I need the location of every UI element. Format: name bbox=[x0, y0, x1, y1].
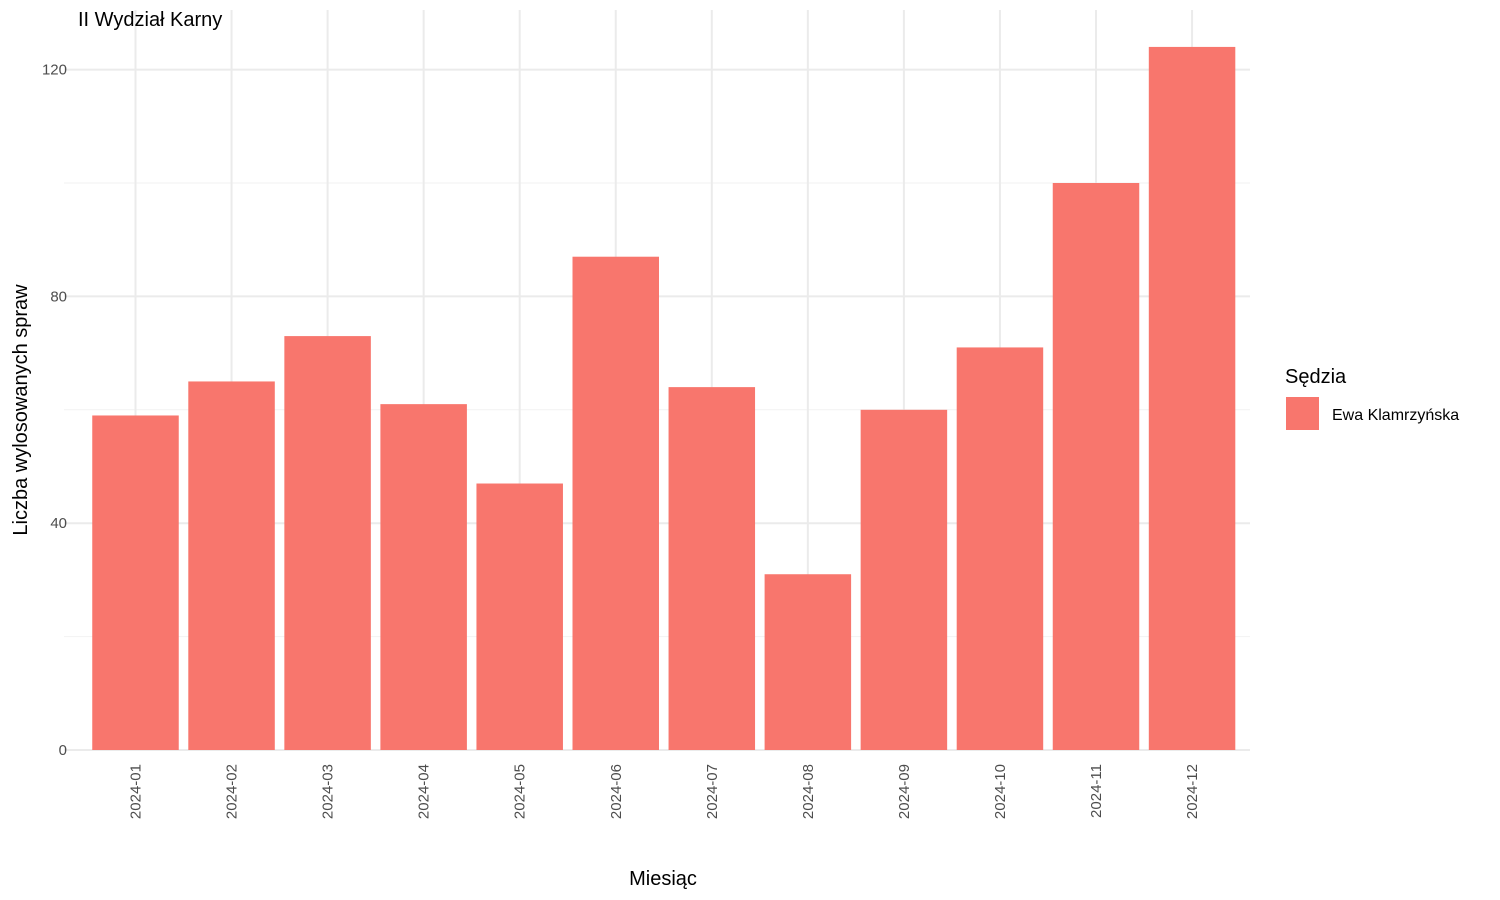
x-tick-label: 2024-01 bbox=[128, 764, 145, 819]
x-tick-label: 2024-11 bbox=[1088, 764, 1105, 818]
y-tick-label: 80 bbox=[50, 288, 67, 305]
bar bbox=[572, 256, 659, 750]
y-tick-label: 0 bbox=[59, 742, 67, 759]
y-tick-label: 120 bbox=[42, 62, 67, 79]
x-tick-label: 2024-08 bbox=[800, 764, 817, 819]
legend: Sędzia Ewa Klamrzyńska bbox=[1285, 366, 1459, 430]
bar bbox=[92, 415, 179, 750]
bar bbox=[188, 381, 275, 750]
legend-title: Sędzia bbox=[1285, 366, 1347, 388]
x-tick-label: 2024-03 bbox=[320, 764, 337, 819]
y-tick-label: 40 bbox=[50, 515, 67, 532]
bar bbox=[1148, 46, 1236, 751]
bar bbox=[764, 574, 852, 750]
x-tick-label: 2024-02 bbox=[224, 764, 241, 819]
bar bbox=[668, 387, 756, 750]
x-tick-label: 2024-04 bbox=[416, 764, 433, 819]
bar bbox=[284, 336, 371, 750]
bar bbox=[380, 404, 467, 750]
bar bbox=[860, 409, 948, 750]
x-tick-label: 2024-12 bbox=[1184, 764, 1201, 819]
bar bbox=[1052, 183, 1140, 750]
x-axis-title: Miesiąc bbox=[629, 868, 697, 890]
x-tick-label: 2024-06 bbox=[608, 764, 625, 819]
legend-label: Ewa Klamrzyńska bbox=[1332, 407, 1459, 424]
x-tick-label: 2024-10 bbox=[992, 764, 1009, 819]
chart-title: II Wydział Karny bbox=[78, 9, 222, 31]
bars bbox=[92, 46, 1236, 751]
x-tick-label: 2024-07 bbox=[704, 764, 721, 819]
bar bbox=[956, 347, 1044, 750]
legend-key bbox=[1286, 397, 1319, 430]
bar bbox=[476, 483, 563, 750]
x-tick-labels: 2024-01 2024-02 2024-03 2024-04 2024-05 2024-… bbox=[128, 764, 1202, 819]
x-tick-label: 2024-09 bbox=[896, 764, 913, 819]
y-axis-title: Liczba wylosowanych spraw bbox=[10, 284, 32, 536]
y-tick-labels: 0 40 80 120 bbox=[42, 62, 67, 759]
x-tick-label: 2024-05 bbox=[512, 764, 529, 819]
